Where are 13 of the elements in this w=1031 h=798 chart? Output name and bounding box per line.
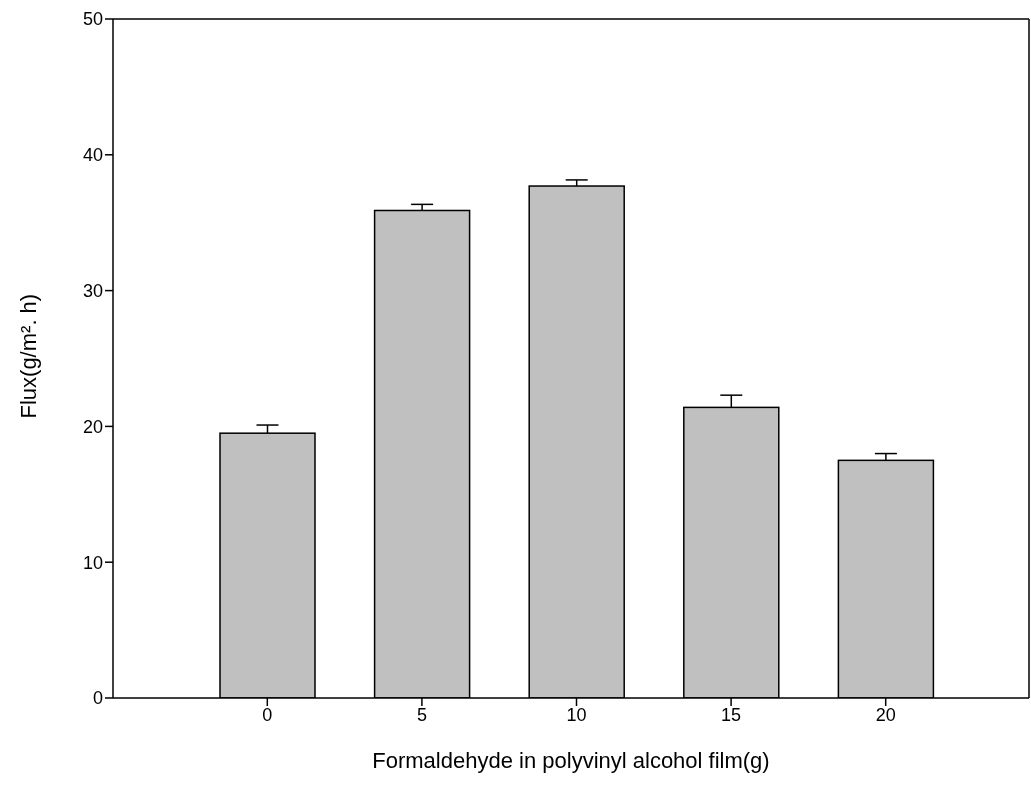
y-tick-label: 0 [92,688,103,709]
y-tick-label: 50 [82,9,103,30]
x-tick-label: 5 [416,704,427,725]
y-axis-title: Flux(g/m². h) [15,293,41,419]
x-tick-label: 0 [262,704,273,725]
x-tick-label: 20 [875,704,896,725]
x-axis-title: Formaldehyde in polyvinyl alcohol film(g) [372,748,770,773]
x-tick-label: 15 [721,704,742,725]
x-tick-label: 10 [566,704,587,725]
y-tick-label: 40 [82,145,103,166]
y-tick-label: 30 [82,280,103,301]
y-tick-label: 20 [82,416,103,437]
y-tick-label: 10 [82,552,103,573]
